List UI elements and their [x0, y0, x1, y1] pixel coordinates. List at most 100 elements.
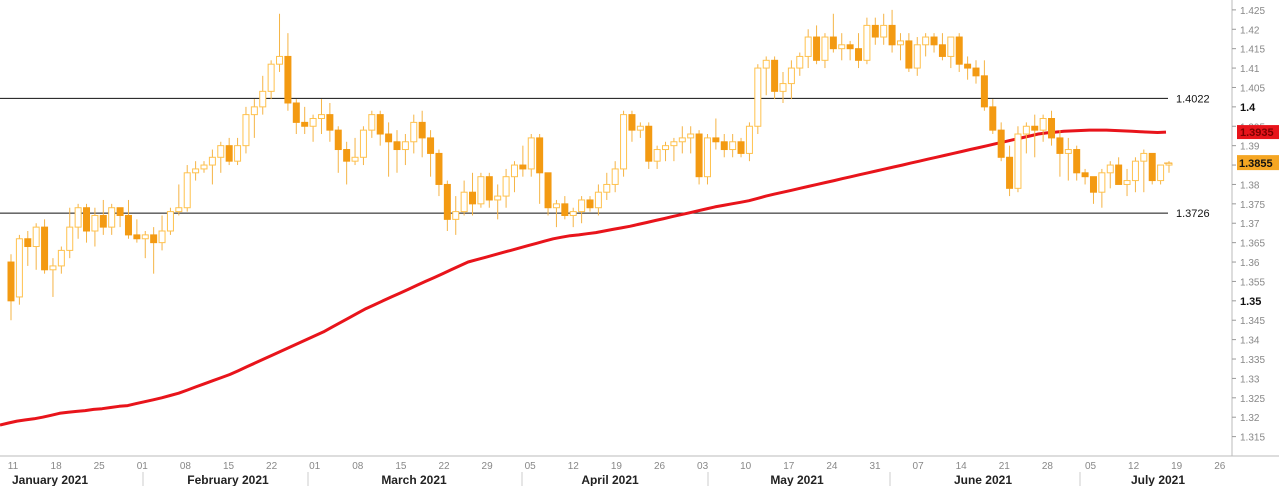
candle-body — [662, 145, 670, 151]
candle — [292, 99, 300, 135]
candle-body — [997, 129, 1005, 158]
candle-body — [225, 145, 233, 162]
ma-value-badge — [1237, 125, 1279, 140]
x-tick-label: 15 — [223, 461, 235, 472]
candle-body — [821, 36, 829, 61]
last-price-label: 1.3855 — [1239, 158, 1273, 170]
candle — [729, 134, 737, 158]
candle-body — [729, 141, 737, 151]
candle — [863, 17, 871, 65]
candle-body — [1081, 172, 1089, 178]
candle-body — [376, 114, 384, 135]
candle-body — [510, 164, 518, 178]
y-tick-label: 1.33 — [1240, 374, 1260, 385]
candle-body — [972, 67, 980, 77]
x-month-label: May 2021 — [770, 473, 824, 486]
candle — [99, 199, 107, 235]
candles — [7, 9, 1173, 321]
candle — [334, 126, 342, 173]
candle — [234, 137, 242, 166]
candle — [427, 130, 435, 177]
x-tick-label: 19 — [611, 461, 623, 472]
candle — [678, 126, 686, 154]
candle-body — [124, 214, 132, 236]
candle-body — [586, 199, 594, 209]
candle — [15, 234, 23, 305]
candle — [947, 36, 955, 69]
candle-body — [964, 63, 972, 69]
candle — [343, 141, 351, 185]
y-tick-label: 1.425 — [1240, 6, 1265, 17]
candle — [527, 134, 535, 177]
candle — [536, 134, 544, 204]
candle-body — [712, 137, 720, 143]
candle-body — [771, 59, 779, 92]
candle — [972, 60, 980, 84]
candle-body — [737, 141, 745, 154]
candle — [687, 126, 695, 154]
candle — [452, 196, 460, 235]
candle — [620, 110, 628, 177]
candle-body — [695, 133, 703, 178]
candle — [385, 122, 393, 177]
level-label-0: 1.4022 — [1176, 93, 1210, 105]
candle — [41, 219, 49, 274]
y-tick-label: 1.325 — [1240, 394, 1265, 405]
candle-body — [1056, 137, 1064, 154]
candle-body — [829, 36, 837, 50]
candle — [569, 207, 577, 228]
candle — [485, 172, 493, 208]
candle — [510, 161, 518, 193]
candle — [821, 33, 829, 69]
candle-body — [183, 172, 191, 209]
candle — [217, 141, 225, 173]
candle-body — [1064, 149, 1072, 154]
x-tick-label: 24 — [826, 461, 838, 472]
candle — [150, 227, 158, 274]
candle-body — [1048, 118, 1056, 139]
x-tick-label: 31 — [869, 461, 881, 472]
candle-body — [494, 195, 502, 201]
candle — [519, 145, 527, 177]
candle-body — [880, 24, 888, 38]
candle-body — [863, 24, 871, 61]
candle-body — [74, 207, 82, 228]
candle — [754, 64, 762, 135]
x-tick-label: 10 — [740, 461, 752, 472]
candle-body — [334, 129, 342, 151]
candle — [494, 184, 502, 220]
candle-body — [1039, 118, 1047, 131]
candle — [779, 71, 787, 103]
candle — [871, 17, 879, 45]
candle-body — [410, 121, 418, 143]
candle-body — [418, 121, 426, 139]
candle — [24, 231, 32, 266]
candle — [443, 180, 451, 231]
level-label-1: 1.3726 — [1176, 208, 1210, 220]
time-axis: 11 18 25 01 08 15 22 01 08 15 22 29 05 12 19 26 03 10 17 24… — [0, 455, 1279, 486]
candle — [796, 52, 804, 76]
x-tick-label: 07 — [913, 461, 925, 472]
candle-body — [938, 44, 946, 57]
candle-body — [922, 36, 930, 46]
candle-body — [813, 36, 821, 61]
candle-body — [24, 238, 32, 248]
candle-body — [989, 106, 997, 131]
candle-body — [469, 191, 477, 205]
y-tick-label: 1.34 — [1240, 336, 1260, 347]
candle — [1123, 168, 1131, 197]
candle — [787, 60, 795, 100]
candle-body — [57, 249, 65, 267]
candle-body — [620, 114, 628, 170]
candle-body — [284, 55, 292, 104]
candle — [913, 37, 921, 76]
candle — [997, 122, 1005, 162]
candle — [1022, 122, 1030, 154]
candle — [460, 180, 468, 216]
candle-body — [569, 211, 577, 216]
candle — [83, 203, 91, 243]
candle-body — [477, 176, 485, 205]
candle-body — [435, 152, 443, 185]
candle — [250, 99, 258, 138]
x-tick-label: 25 — [94, 461, 106, 472]
